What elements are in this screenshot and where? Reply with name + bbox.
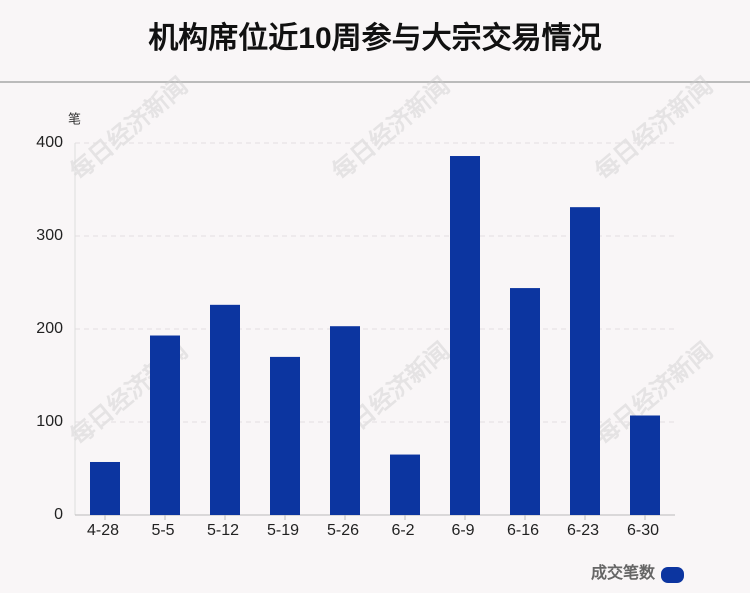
y-tick-label: 0	[54, 506, 63, 523]
x-tick-label: 6-9	[451, 522, 474, 539]
bar	[630, 415, 660, 515]
bar	[330, 326, 360, 515]
bar	[510, 288, 540, 515]
y-tick-label: 400	[36, 134, 63, 151]
x-tick-label: 5-12	[207, 522, 239, 539]
y-tick-label: 200	[36, 320, 63, 337]
y-tick-label: 300	[36, 227, 63, 244]
x-tick-label: 6-16	[507, 522, 539, 539]
legend-label: 成交笔数	[591, 563, 656, 582]
bar	[210, 304, 240, 515]
x-tick-label: 5-26	[327, 522, 359, 539]
bar	[450, 156, 480, 515]
bar	[150, 335, 180, 515]
legend-swatch	[661, 567, 684, 583]
x-tick-label: 6-30	[627, 522, 659, 539]
x-tick-label: 6-2	[391, 522, 414, 539]
bar	[90, 461, 120, 515]
bar	[570, 207, 600, 516]
y-axis-label: 笔	[68, 111, 81, 126]
x-tick-label: 4-28	[87, 522, 119, 539]
chart-title: 机构席位近10周参与大宗交易情况	[148, 21, 601, 55]
x-tick-label: 5-19	[267, 522, 299, 539]
x-tick-label: 5-5	[151, 522, 174, 539]
bar	[390, 454, 420, 515]
x-tick-label: 6-23	[567, 522, 599, 539]
bar	[270, 356, 300, 515]
y-tick-label: 100	[36, 413, 63, 430]
